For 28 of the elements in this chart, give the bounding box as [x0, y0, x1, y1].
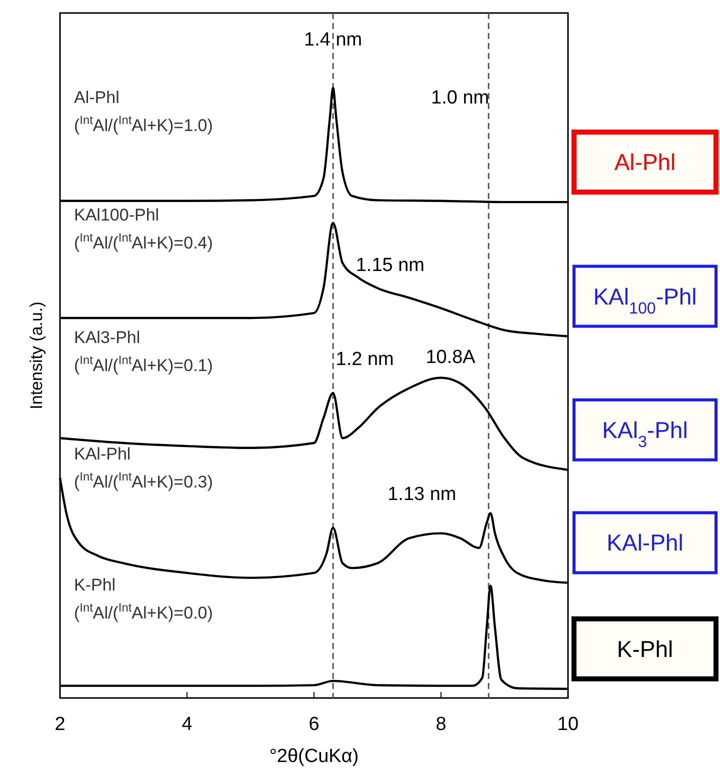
annotation: 1.2 nm	[336, 348, 394, 370]
x-tick-label: 6	[308, 714, 320, 735]
label-box: KAl-Phl	[572, 511, 718, 574]
annotation: 1.15 nm	[356, 255, 425, 276]
annotation: ($^{Int}$Al/($^{Int}$Al+K)=0.3)	[74, 469, 213, 492]
annotation: 1.13 nm	[388, 484, 456, 505]
label-box: K-Phl	[572, 616, 718, 682]
annotation: 10.8A	[426, 347, 476, 368]
x-axis-title: °2θ(CuKα)	[269, 746, 359, 767]
x-tick-label: 10	[557, 714, 579, 735]
annotation: K-Phl	[74, 575, 116, 594]
label-box: Al-Phl	[572, 130, 718, 195]
x-tick-label: 2	[54, 714, 66, 735]
y-axis-title: Intensity (a.u.)	[27, 302, 46, 410]
annotation: Al-Phl	[74, 88, 120, 108]
annotation: KAl-Phl	[74, 444, 131, 464]
annotation: ($^{Int}$Al/($^{Int}$Al+K)=0.1)	[74, 353, 213, 376]
annotation: KAl3-Phl	[74, 328, 140, 348]
annotation: ($^{Int}$Al/($^{Int}$Al+K)=0.0)	[74, 600, 213, 622]
annotation: 1.0 nm	[431, 87, 490, 108]
label-box: KAl$_{100}$-Phl	[572, 264, 718, 328]
text: 1.4 nm	[304, 29, 362, 50]
annotation: ($^{Int}$Al/($^{Int}$Al+K)=0.4)	[74, 230, 213, 253]
x-tick-label: 8	[436, 714, 446, 735]
x-tick-label: 4	[182, 714, 193, 735]
annotation: ($^{Int}$Al/($^{Int}$Al+K)=1.0)	[74, 113, 213, 136]
annotation: KAl100-Phl	[74, 206, 160, 225]
label-box: KAl$_{3}$-Phl	[572, 398, 718, 462]
